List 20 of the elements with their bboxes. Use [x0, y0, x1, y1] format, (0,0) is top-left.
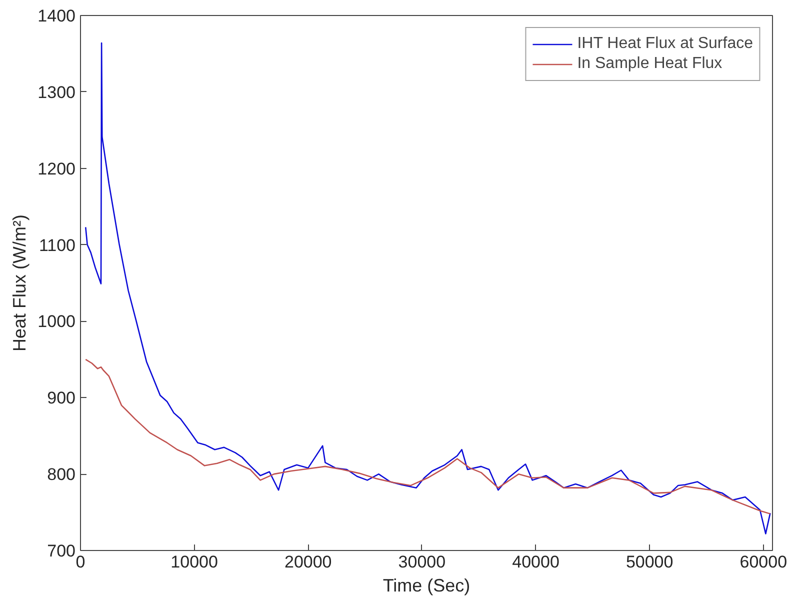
x-tick-label: 20000: [284, 552, 332, 572]
legend-label: In Sample Heat Flux: [577, 55, 722, 73]
y-tick-label: 700: [47, 542, 76, 560]
y-axis-title: Heat Flux (W/m²): [10, 214, 30, 352]
x-tick-label: 40000: [512, 552, 560, 572]
x-tick-label: 0: [76, 552, 86, 572]
x-tick-label: 50000: [626, 552, 674, 572]
y-tick-label: 1000: [38, 312, 76, 332]
line-series: [84, 358, 771, 514]
legend-label: IHT Heat Flux at Surface: [577, 35, 753, 53]
y-tick-label: 1400: [38, 6, 76, 26]
x-tick-label: 10000: [170, 552, 218, 572]
y-tick-label: 1200: [38, 159, 76, 178]
y-tick-label: 800: [47, 465, 76, 484]
y-tick-label: 1300: [38, 82, 76, 102]
y-tick-label: 1100: [38, 236, 76, 255]
y-tick-label: 900: [47, 388, 76, 408]
x-tick-label: 30000: [398, 552, 446, 572]
x-tick-label: 60000: [740, 552, 788, 572]
x-axis-title: Time (Sec): [382, 576, 470, 596]
